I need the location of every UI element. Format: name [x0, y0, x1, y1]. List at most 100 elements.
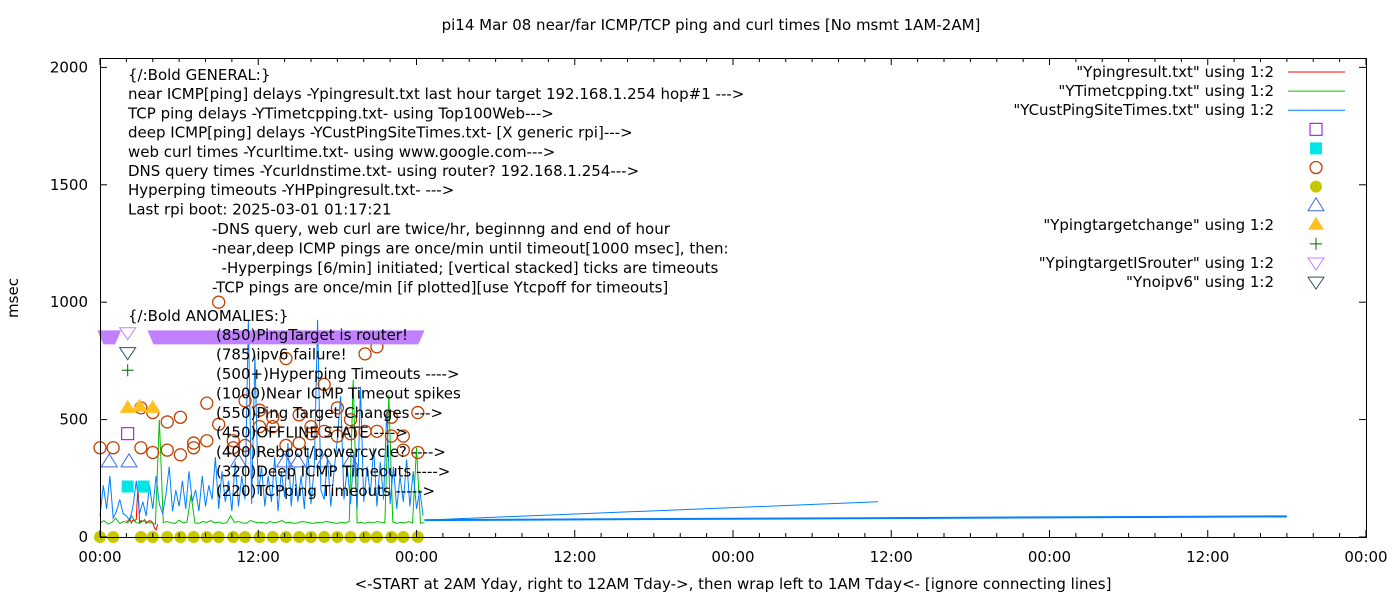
legend-label: "Ynoipv6" using 1:2: [1126, 273, 1274, 291]
marker-ycurltime-txt: [304, 427, 318, 441]
marker-ycurltime-txt: [238, 438, 252, 453]
general-label: near ICMP[ping] delays -Ypingresult.txt …: [128, 85, 744, 103]
marker-ycustpingtimeout-txt: [100, 452, 119, 468]
x-tick-label: 00:00: [711, 548, 754, 566]
x-tick-label: 12:00: [237, 548, 280, 566]
legend-marker-sample: [1307, 196, 1325, 212]
marker-ycurltime-txt: [370, 424, 384, 438]
legend-marker-sample: [1309, 122, 1323, 136]
marker-ycurltime-txt: [343, 412, 358, 427]
note-label: -DNS query, web curl are twice/hr, begin…: [212, 220, 671, 238]
marker-ycurltime-txt: [186, 441, 201, 455]
axes: 0 500 1000 1500 2000 00:00 12:00 00:00 12:00 00:0…: [50, 58, 1388, 566]
y-tick-label: 2000: [50, 58, 88, 76]
legend-marker-sample: [1310, 237, 1322, 250]
marker-ycurltime-txt: [384, 410, 399, 424]
anomalies-title: {/:Bold ANOMALIES:}: [128, 307, 288, 325]
y-tick-label: 1000: [50, 293, 88, 311]
series-connector-2: [424, 501, 879, 521]
marker-ycurltime-txt: [358, 347, 372, 361]
anomaly-label: (550)Ping Target Changes --->: [216, 404, 443, 422]
legend-label: "Ypingresult.txt" using 1:2: [1076, 63, 1274, 81]
marker-ycurltime-txt: [343, 427, 358, 441]
marker-ycurltime-txt: [266, 410, 280, 424]
anomaly-label: (500+)Hyperping Timeouts ---->: [216, 365, 460, 383]
general-label: TCP ping delays -YTimetcpping.txt- using…: [127, 104, 554, 122]
marker-ycurltime-txt: [173, 410, 188, 424]
legend-marker-sample: [1309, 160, 1323, 175]
legend-marker-sample: [1308, 216, 1324, 230]
marker-ycurltime-txt: [186, 436, 201, 450]
general-label: Hyperping timeouts -YHPpingresult.txt- -…: [128, 181, 454, 199]
general-label: web curl times -Ycurltime.txt- using www…: [128, 143, 555, 161]
marker-ycurltime-txt: [200, 396, 214, 410]
marker-ycurltime-txt: [252, 403, 267, 417]
y-axis-label: msec: [4, 278, 22, 318]
marker-yhppingresult-txt: [121, 364, 134, 377]
y-tick-label: 0: [78, 528, 88, 546]
legend-marker-sample: [1310, 142, 1322, 155]
marker-ycustpingtimeout-txt: [229, 452, 248, 468]
legend-marker-sample: [1307, 276, 1325, 291]
x-tick-label: 00:00: [395, 548, 438, 566]
marker-ycurltime-txt: [317, 377, 331, 392]
marker-ycurltime-txt: [160, 443, 174, 457]
note-label: -Hyperpings [6/min] initiated; [vertical…: [212, 259, 718, 277]
series-line-1: [99, 379, 425, 525]
router-target-band: [97, 330, 122, 345]
marker-ycurltime-txt: [252, 419, 267, 434]
y-tick-label: 500: [59, 411, 88, 429]
note-label: -TCP pings are once/min [if plotted][use…: [212, 279, 668, 297]
legend: "Ypingresult.txt" using 1:2"YTimetcpping…: [1013, 63, 1345, 291]
anomaly-label: (785)ipv6 failure!: [216, 346, 347, 364]
marker-ytcpoff-record-txt: [121, 480, 134, 493]
marker-ypingtargetchange: [119, 399, 136, 413]
x-tick-label: 00:00: [78, 548, 121, 566]
marker-ycurltime-txt: [134, 441, 148, 455]
series-line-2: [99, 319, 424, 522]
x-tick-label: 00:00: [1344, 548, 1387, 566]
anomaly-label: (220)TCPping Timeouts ----->: [216, 482, 435, 500]
marker-ycustpingtimeout-txt: [315, 452, 334, 468]
general-label: Last rpi boot: 2025-03-01 01:17:21: [128, 200, 392, 218]
marker-ycurltime-txt: [279, 438, 293, 453]
legend-label: "YpingtargetISrouter" using 1:2: [1039, 254, 1274, 272]
x-tick-label: 12:00: [870, 548, 913, 566]
marker-ycurltime-txt: [317, 424, 331, 438]
marker-ypingtargetchange: [131, 398, 148, 412]
marker-ycurltime-txt: [226, 434, 240, 448]
y-tick-label: 1500: [50, 176, 88, 194]
series-connector-2: [424, 515, 1287, 522]
marker-yofflineresult-txt: [121, 427, 135, 441]
chart-title: pi14 Mar 08 near/far ICMP/TCP ping and c…: [442, 16, 981, 34]
legend-label: "YCustPingSiteTimes.txt" using 1:2: [1013, 101, 1274, 119]
marker-ycurltime-txt: [106, 441, 120, 455]
marker-ycurltime-txt: [411, 445, 425, 460]
x-tick-label: 00:00: [1028, 548, 1071, 566]
legend-marker-sample: [1310, 180, 1322, 193]
marker-ycurltime-txt: [292, 436, 306, 450]
anomaly-label: (320)Deep ICMP Timeouts ---->: [216, 463, 450, 481]
anomaly-label: (850)PingTarget is router!: [216, 326, 408, 344]
marker-ycurltime-txt: [330, 401, 345, 415]
marker-ycustpingtimeout-txt: [275, 452, 294, 468]
marker-ycurltime-txt: [160, 415, 174, 429]
marker-ycurltime-txt: [212, 417, 226, 431]
marker-ycurltime-txt: [238, 394, 252, 408]
marker-ycurltime-txt: [292, 408, 306, 422]
marker-ycurltime-txt: [146, 445, 160, 460]
annotation-labels: {/:Bold GENERAL:}near ICMP[ping] delays …: [127, 66, 744, 500]
legend-label: "YTimetcpping.txt" using 1:2: [1058, 82, 1274, 100]
x-tick-label: 12:00: [1186, 548, 1229, 566]
marker-ycustpingtimeout-txt: [120, 452, 138, 468]
marker-ycurltime-txt: [411, 405, 425, 420]
general-label: DNS query times -Ycurldnstime.txt- using…: [128, 162, 639, 180]
marker-ycurltime-txt: [200, 434, 214, 448]
marker-ycurltime-txt: [173, 448, 188, 462]
marker-ycurltime-txt: [266, 419, 280, 434]
router-target-band: [147, 330, 425, 345]
anomaly-label: (400)Reboot/powercycle? ---->: [216, 443, 446, 461]
general-label: deep ICMP[ping] delays -YCustPingSiteTim…: [128, 124, 633, 142]
anomaly-label: (450)OFFLINE STATE ---->: [216, 424, 408, 442]
